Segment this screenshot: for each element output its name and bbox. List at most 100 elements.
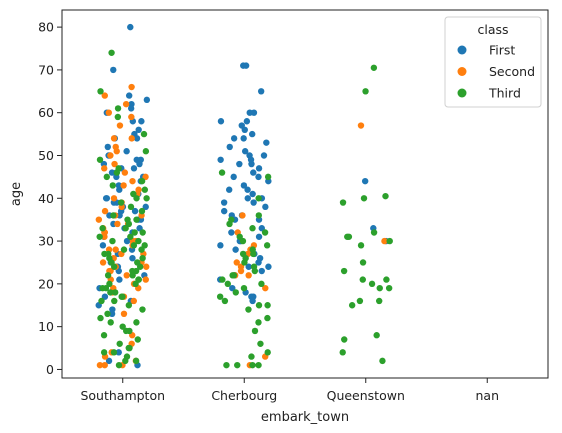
legend-marker-second: [457, 67, 467, 76]
data-point-first: [123, 148, 130, 155]
data-point-first: [101, 293, 109, 300]
data-point-third: [379, 357, 386, 365]
data-point-first: [257, 88, 265, 95]
data-point-first: [217, 242, 224, 249]
data-point-first: [116, 212, 123, 219]
data-point-second: [122, 100, 130, 108]
x-tick-label: Cherbourg: [211, 388, 277, 403]
data-point-third: [223, 361, 230, 369]
data-point-third: [140, 130, 148, 138]
data-point-first: [255, 259, 262, 266]
data-point-third: [139, 229, 146, 236]
data-point-second: [120, 182, 127, 189]
data-point-third: [340, 267, 348, 275]
data-point-third: [224, 280, 231, 288]
y-tick-label: 40: [38, 191, 54, 206]
data-point-first: [250, 199, 257, 206]
data-point-first: [243, 118, 251, 125]
data-point-second: [143, 263, 150, 270]
data-point-first: [104, 143, 111, 151]
data-point-third: [232, 289, 239, 296]
data-point-third: [113, 169, 121, 176]
data-point-third: [127, 233, 134, 240]
data-point-third: [136, 263, 144, 270]
data-point-first: [230, 173, 237, 181]
data-point-third: [249, 225, 256, 232]
x-tick-label: Southampton: [80, 388, 165, 403]
data-point-first: [260, 152, 268, 159]
data-point-third: [112, 289, 119, 296]
data-point-first: [129, 254, 136, 262]
data-point-third: [376, 284, 383, 292]
data-point-second: [381, 237, 388, 245]
legend-title: class: [477, 22, 508, 37]
data-point-third: [255, 195, 262, 202]
data-point-second: [95, 216, 103, 223]
data-point-third: [132, 357, 140, 365]
data-point-third: [255, 212, 262, 219]
data-point-third: [109, 182, 116, 189]
legend-marker-first: [457, 45, 467, 55]
data-point-first: [133, 135, 141, 142]
data-point-second: [110, 195, 118, 202]
data-point-first: [108, 169, 116, 176]
data-point-third: [100, 332, 108, 339]
data-point-third: [97, 314, 104, 322]
data-point-third: [133, 216, 140, 223]
data-point-third: [133, 319, 140, 326]
data-point-second: [112, 246, 119, 253]
data-point-third: [110, 212, 117, 219]
data-point-first: [244, 195, 251, 202]
data-point-first: [226, 186, 233, 193]
data-point-second: [245, 272, 252, 279]
data-point-third: [257, 340, 264, 347]
data-point-second: [105, 109, 113, 116]
data-point-second: [129, 177, 136, 185]
data-point-second: [121, 169, 129, 176]
y-tick-label: 50: [38, 148, 54, 163]
data-point-first: [236, 160, 243, 168]
data-point-second: [101, 233, 108, 240]
data-point-third: [110, 349, 118, 356]
data-point-first: [229, 284, 236, 292]
data-point-first: [116, 276, 123, 283]
data-point-first: [221, 207, 228, 215]
data-point-third: [216, 293, 224, 300]
y-tick-label: 20: [38, 276, 54, 291]
data-point-second: [120, 310, 128, 318]
data-point-second: [99, 259, 107, 266]
data-point-third: [138, 207, 146, 215]
data-point-third: [264, 314, 271, 322]
data-point-first: [220, 199, 228, 206]
data-point-third: [356, 297, 364, 305]
data-point-third: [132, 280, 139, 288]
data-point-first: [217, 118, 225, 125]
data-point-third: [104, 272, 112, 279]
data-point-third: [382, 192, 389, 200]
data-point-third: [98, 297, 105, 305]
data-point-third: [97, 88, 104, 95]
data-point-third: [100, 349, 108, 356]
y-axis: 0 10 20 30 40 50 60 70 80: [38, 20, 62, 377]
data-point-third: [110, 263, 118, 270]
data-point-first: [255, 173, 262, 181]
data-point-first: [116, 186, 123, 193]
data-point-third: [125, 302, 133, 309]
data-point-third: [135, 237, 142, 245]
data-point-third: [357, 242, 365, 249]
data-point-third: [114, 105, 122, 112]
y-tick-label: 30: [38, 234, 54, 249]
data-point-third: [139, 306, 146, 313]
data-point-third: [115, 361, 123, 369]
y-tick-label: 80: [38, 20, 54, 35]
data-point-third: [245, 306, 252, 313]
data-point-second: [239, 212, 246, 219]
data-point-first: [226, 143, 233, 151]
data-point-third: [368, 280, 376, 288]
y-tick-label: 70: [38, 62, 54, 77]
data-point-first: [138, 118, 145, 125]
data-point-third: [386, 237, 393, 245]
data-point-first: [232, 246, 239, 253]
data-point-third: [139, 254, 146, 262]
data-point-second: [262, 284, 269, 292]
